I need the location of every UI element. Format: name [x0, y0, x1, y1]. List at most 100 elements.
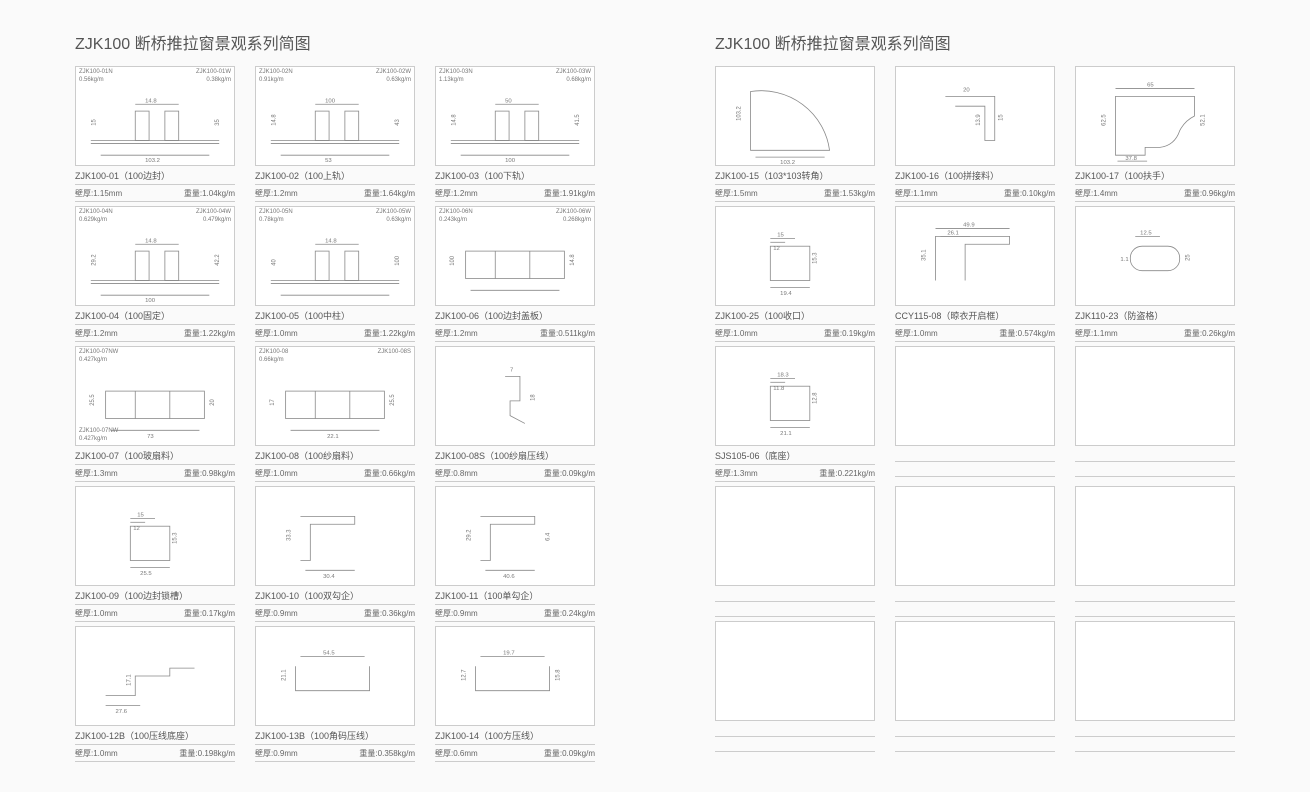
svg-text:11.8: 11.8: [773, 386, 785, 392]
profile-caption: [895, 724, 1055, 734]
svg-text:22.1: 22.1: [327, 434, 339, 440]
spec-row: 壁厚:1.0mm 重量:0.17kg/m: [75, 605, 235, 622]
profile-cell: 15 12 15.3 19.4 ZJK100-25（100收口） 壁厚:1.0m…: [715, 206, 875, 342]
drawing-box: [1075, 486, 1235, 586]
wall-thickness: 壁厚:1.5mm: [715, 188, 758, 199]
drawing-box: 7 18: [435, 346, 595, 446]
wall-thickness: 壁厚:1.0mm: [75, 608, 118, 619]
weight-per-m: 重量:0.358kg/m: [359, 748, 415, 759]
svg-text:14.8: 14.8: [452, 114, 458, 126]
weight-per-m: 重量:0.96kg/m: [1184, 188, 1235, 199]
drawing-box: ZJK100-02N0.91kg/mZJK100-02W0.63kg/m 100…: [255, 66, 415, 166]
profile-cell: ZJK100-07NW0.427kg/mZJK100-07NW0.427kg/m…: [75, 346, 235, 482]
svg-text:100: 100: [325, 98, 336, 104]
svg-text:15.3: 15.3: [173, 532, 179, 544]
wall-thickness: 壁厚:1.4mm: [1075, 188, 1118, 199]
right-grid: 103.2 103.2 ZJK100-15（103*103转角） 壁厚:1.5m…: [715, 66, 1235, 752]
svg-text:25.5: 25.5: [390, 394, 396, 406]
drawing-box: [895, 346, 1055, 446]
profile-cell: 20 13.9 15 ZJK100-16（100拼接料） 壁厚:1.1mm 重量…: [895, 66, 1055, 202]
weight-per-m: 重量:0.09kg/m: [544, 468, 595, 479]
profile-cell: 49.9 26.1 35.1 CCY115-08（晾衣开启框） 壁厚:1.0mm…: [895, 206, 1055, 342]
drawing-box: 103.2 103.2: [715, 66, 875, 166]
svg-text:27.6: 27.6: [116, 709, 128, 715]
svg-text:30.4: 30.4: [323, 574, 335, 580]
svg-text:42.2: 42.2: [215, 254, 221, 265]
drawing-box: [1075, 621, 1235, 721]
wall-thickness: 壁厚:0.9mm: [255, 748, 298, 759]
profile-cell: 7 18 ZJK100-08S（100纱扇压线） 壁厚:0.8mm 重量:0.0…: [435, 346, 595, 482]
drawing-box: ZJK100-07NW0.427kg/mZJK100-07NW0.427kg/m…: [75, 346, 235, 446]
drawing-box: ZJK100-080.66kg/mZJK100-08S 17 25.5 22.1: [255, 346, 415, 446]
svg-text:20: 20: [210, 399, 216, 406]
profile-caption: ZJK100-09（100边封锁槽）: [75, 589, 235, 602]
svg-text:1.1: 1.1: [1120, 257, 1128, 263]
profile-cell: ZJK100-04N0.629kg/mZJK100-04W0.479kg/m 1…: [75, 206, 235, 342]
svg-text:25.5: 25.5: [90, 394, 96, 406]
spec-row: 壁厚:1.0mm 重量:0.574kg/m: [895, 325, 1055, 342]
weight-per-m: 重量:0.24kg/m: [544, 608, 595, 619]
profile-caption: ZJK100-13B（100角码压线）: [255, 729, 415, 742]
drawing-box: ZJK100-05N0.78kg/mZJK100-05W0.63kg/m 14.…: [255, 206, 415, 306]
svg-text:21.1: 21.1: [282, 669, 288, 680]
profile-caption: ZJK110-23（防盗格）: [1075, 309, 1235, 322]
spec-row: 壁厚:1.3mm 重量:0.221kg/m: [715, 465, 875, 482]
svg-text:37.8: 37.8: [1125, 156, 1137, 162]
drawing-box: 19.7 12.7 15.8: [435, 626, 595, 726]
profile-caption: ZJK100-16（100拼接料）: [895, 169, 1055, 182]
profile-caption: ZJK100-15（103*103转角）: [715, 169, 875, 182]
empty-cell: [1075, 346, 1235, 482]
drawing-box: 15 12 15.3 25.5: [75, 486, 235, 586]
profile-caption: ZJK100-03（100下轨）: [435, 169, 595, 182]
spec-row: 壁厚:0.6mm 重量:0.09kg/m: [435, 745, 595, 762]
svg-text:26.1: 26.1: [947, 230, 959, 236]
svg-text:29.2: 29.2: [467, 529, 473, 540]
svg-text:12: 12: [133, 526, 140, 532]
wall-thickness: 壁厚:1.0mm: [75, 748, 118, 759]
svg-text:15: 15: [137, 512, 144, 518]
svg-text:25: 25: [1186, 254, 1192, 261]
svg-text:103.2: 103.2: [780, 160, 795, 165]
spec-row: [1075, 602, 1235, 617]
wall-thickness: 壁厚:1.2mm: [255, 188, 298, 199]
spec-row: [1075, 462, 1235, 477]
svg-text:17.1: 17.1: [126, 674, 132, 685]
profile-caption: ZJK100-06（100边封盖板）: [435, 309, 595, 322]
drawing-box: 15 12 15.3 19.4: [715, 206, 875, 306]
svg-text:62.5: 62.5: [1102, 114, 1108, 126]
spec-row: 壁厚:1.0mm 重量:0.66kg/m: [255, 465, 415, 482]
svg-text:20: 20: [963, 88, 970, 94]
profile-caption: ZJK100-08S（100纱扇压线）: [435, 449, 595, 462]
drawing-box: 33.3 30.4: [255, 486, 415, 586]
weight-per-m: 重量:0.98kg/m: [184, 468, 235, 479]
spec-row: 壁厚:1.2mm 重量:1.91kg/m: [435, 185, 595, 202]
wall-thickness: 壁厚:1.3mm: [715, 468, 758, 479]
svg-text:12: 12: [773, 246, 780, 252]
svg-text:54.5: 54.5: [323, 650, 335, 656]
svg-text:53: 53: [325, 158, 332, 164]
wall-thickness: 壁厚:1.15mm: [75, 188, 122, 199]
profile-caption: [895, 589, 1055, 599]
svg-text:43: 43: [395, 119, 401, 126]
spec-row: 壁厚:0.9mm 重量:0.36kg/m: [255, 605, 415, 622]
profile-caption: ZJK100-10（100双勾企）: [255, 589, 415, 602]
profile-cell: 15 12 15.3 25.5 ZJK100-09（100边封锁槽） 壁厚:1.…: [75, 486, 235, 622]
wall-thickness: 壁厚:1.1mm: [895, 188, 938, 199]
wall-thickness: 壁厚:1.0mm: [255, 328, 298, 339]
profile-caption: [895, 449, 1055, 459]
profile-cell: 54.5 21.1 ZJK100-13B（100角码压线） 壁厚:0.9mm 重…: [255, 626, 415, 762]
spec-row: 壁厚:1.5mm 重量:1.53kg/m: [715, 185, 875, 202]
weight-per-m: 重量:1.64kg/m: [364, 188, 415, 199]
profile-caption: ZJK100-02（100上轨）: [255, 169, 415, 182]
drawing-box: 49.9 26.1 35.1: [895, 206, 1055, 306]
page-title: ZJK100 断桥推拉窗景观系列简图: [715, 30, 1235, 54]
weight-per-m: 重量:0.66kg/m: [364, 468, 415, 479]
spec-row: 壁厚:1.1mm 重量:0.26kg/m: [1075, 325, 1235, 342]
wall-thickness: 壁厚:1.3mm: [75, 468, 118, 479]
svg-text:100: 100: [505, 158, 516, 164]
drawing-box: ZJK100-06N0.243kg/mZJK100-06W0.268kg/m 1…: [435, 206, 595, 306]
svg-text:103.2: 103.2: [737, 106, 743, 121]
weight-per-m: 重量:0.574kg/m: [999, 328, 1055, 339]
svg-text:100: 100: [145, 298, 156, 304]
profile-caption: ZJK100-25（100收口）: [715, 309, 875, 322]
